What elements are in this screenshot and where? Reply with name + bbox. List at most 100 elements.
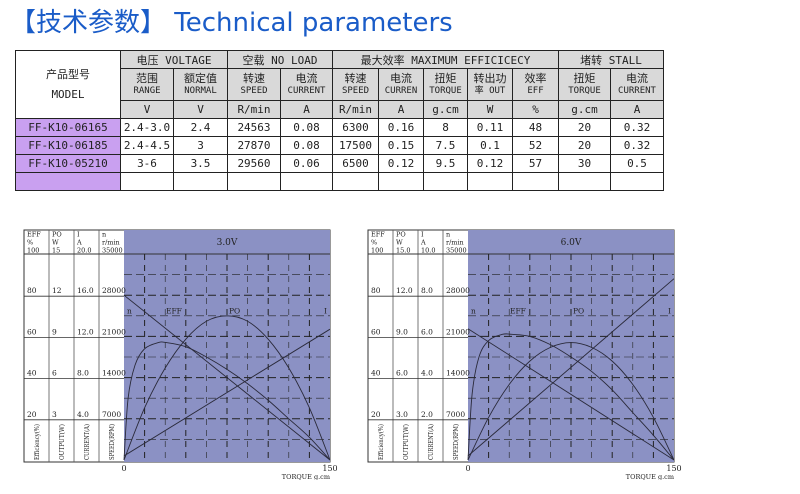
model-header: 产品型号 MODEL	[15, 50, 121, 119]
unit-cell: R/min	[227, 100, 281, 119]
axis-tick-label: 7000	[102, 410, 121, 419]
value-cell: 52	[512, 136, 559, 155]
chart-6v: 6.0V EFF% 100 80 60 40 20 Efficiency(%) PO W 15.0 1…	[364, 226, 684, 484]
subheader-en: SPEED	[341, 85, 370, 96]
subheader-en: RANGE	[133, 85, 161, 96]
subheader: 转速 SPEED	[332, 68, 379, 101]
subheader-en: CURRENT	[287, 85, 326, 96]
subheader: 额定值 NORMAL	[173, 68, 228, 101]
axis-tick-label: 3	[52, 410, 57, 419]
table-row	[15, 172, 664, 191]
axis-tick-label: 21000	[446, 327, 470, 336]
axis-tick-label: 60	[27, 327, 37, 336]
axis-label: Efficiency(%)	[377, 424, 385, 460]
subheader-cn: 额定值	[184, 71, 217, 85]
curve-label: EFF	[166, 307, 182, 316]
axis-head: 100	[27, 247, 39, 255]
axis-tick-label: 12.0	[396, 286, 413, 295]
axis-head: %	[27, 239, 33, 247]
value-cell: 3	[173, 136, 228, 155]
series-n-line	[123, 294, 331, 461]
value-cell: 0.08	[280, 136, 333, 155]
model-cell: FF-K10-06165	[15, 118, 121, 137]
axis-tick-label: 60	[371, 327, 381, 336]
subheader-cn: 电流	[626, 71, 648, 85]
value-cell: 3.5	[173, 154, 228, 173]
model-cell: FF-K10-06185	[15, 136, 121, 155]
subheader-cn: 转速	[344, 71, 367, 85]
subheader-cn: 电流	[390, 71, 412, 85]
axis-head: W	[396, 239, 403, 247]
curve-label: PO	[229, 307, 240, 316]
axis-tick-label: 21000	[102, 327, 126, 336]
curve-label: I	[324, 307, 327, 316]
value-cell	[378, 172, 424, 191]
value-cell: 0.15	[378, 136, 424, 155]
axis-tick-label: 16.0	[77, 286, 94, 295]
chart-3v: 3.0V EFF% 100 80 60 40 20 Efficiency(%) PO W 15 12 9…	[20, 226, 340, 484]
subheader: 电流 CURRENT	[610, 68, 664, 101]
value-cell	[120, 172, 174, 191]
value-cell	[423, 172, 468, 191]
unit-cell: %	[512, 100, 559, 119]
subheader-cn: 转出功	[473, 71, 507, 85]
axis-head: EFF	[371, 231, 385, 239]
axis-head: 35000	[446, 247, 467, 255]
value-cell: 0.08	[280, 118, 333, 137]
value-cell: 9.5	[423, 154, 468, 173]
axis-head: 35000	[102, 247, 123, 255]
curve-label: I	[668, 307, 671, 316]
unit-cell: g.cm	[423, 100, 468, 119]
value-cell: 0.12	[467, 154, 513, 173]
subheader-en: TORQUE	[429, 85, 462, 96]
subheader: 扭矩 TORQUE	[558, 68, 611, 101]
subheader-en: EFF	[527, 85, 544, 96]
value-cell: 20	[558, 118, 611, 137]
value-cell: 2.4-3.0	[120, 118, 174, 137]
value-cell: 2.4	[173, 118, 228, 137]
value-cell	[173, 172, 228, 191]
unit-cell: R/min	[332, 100, 379, 119]
chart-title: 6.0V	[561, 238, 582, 248]
x-tick-label: 0	[121, 464, 126, 473]
curve-label: n	[127, 307, 132, 316]
value-cell: 57	[512, 154, 559, 173]
axis-tick-label: 28000	[102, 286, 126, 295]
chart-title: 3.0V	[217, 238, 238, 248]
subheader-cn: 电流	[295, 71, 318, 85]
subheader: 效率 EFF	[512, 68, 559, 101]
subheader-en: 率 OUT	[474, 85, 506, 96]
x-tick-label: 150	[322, 464, 337, 473]
value-cell: 48	[512, 118, 559, 137]
table-row: FF-K10-06185 2.4-4.5 3 27870 0.08 17500 0.15 7.…	[15, 136, 664, 155]
subheader-cn: 效率	[524, 71, 547, 85]
group-voltage: 电压 VOLTAGE	[120, 50, 228, 69]
value-cell: 3-6	[120, 154, 174, 173]
axis-head: EFF	[27, 231, 41, 239]
unit-cell: V	[120, 100, 174, 119]
x-tick-label: 0	[465, 464, 470, 473]
value-cell	[467, 172, 513, 191]
value-cell: 0.06	[280, 154, 333, 173]
axis-head: r/min	[446, 239, 464, 247]
axis-tick-label: 6	[52, 369, 57, 378]
axis-tick-label: 4.0	[77, 410, 89, 419]
unit-cell: g.cm	[558, 100, 611, 119]
unit-cell: W	[467, 100, 513, 119]
axis-tick-label: 12.0	[77, 327, 94, 336]
value-cell: 0.32	[610, 136, 664, 155]
value-cell	[558, 172, 611, 191]
x-axis-label: TORQUE g.cm	[626, 473, 674, 480]
value-cell: 20	[558, 136, 611, 155]
axis-tick-label: 40	[371, 369, 381, 378]
table-row: FF-K10-06165 2.4-3.0 2.4 24563 0.08 6300 0.16 8…	[15, 118, 664, 137]
value-cell: 24563	[227, 118, 281, 137]
unit-cell: V	[173, 100, 228, 119]
axis-head: n	[102, 231, 106, 239]
axis-tick-label: 2.0	[421, 410, 433, 419]
axis-tick-label: 28000	[446, 286, 470, 295]
spec-table: 产品型号 MODEL 电压 VOLTAGE 空载 NO LOAD 最大效率 MA…	[15, 50, 664, 191]
axis-tick-label: 12	[52, 286, 62, 295]
axis-label: CURRENT(A)	[83, 424, 91, 460]
axis-tick-label: 40	[27, 369, 37, 378]
